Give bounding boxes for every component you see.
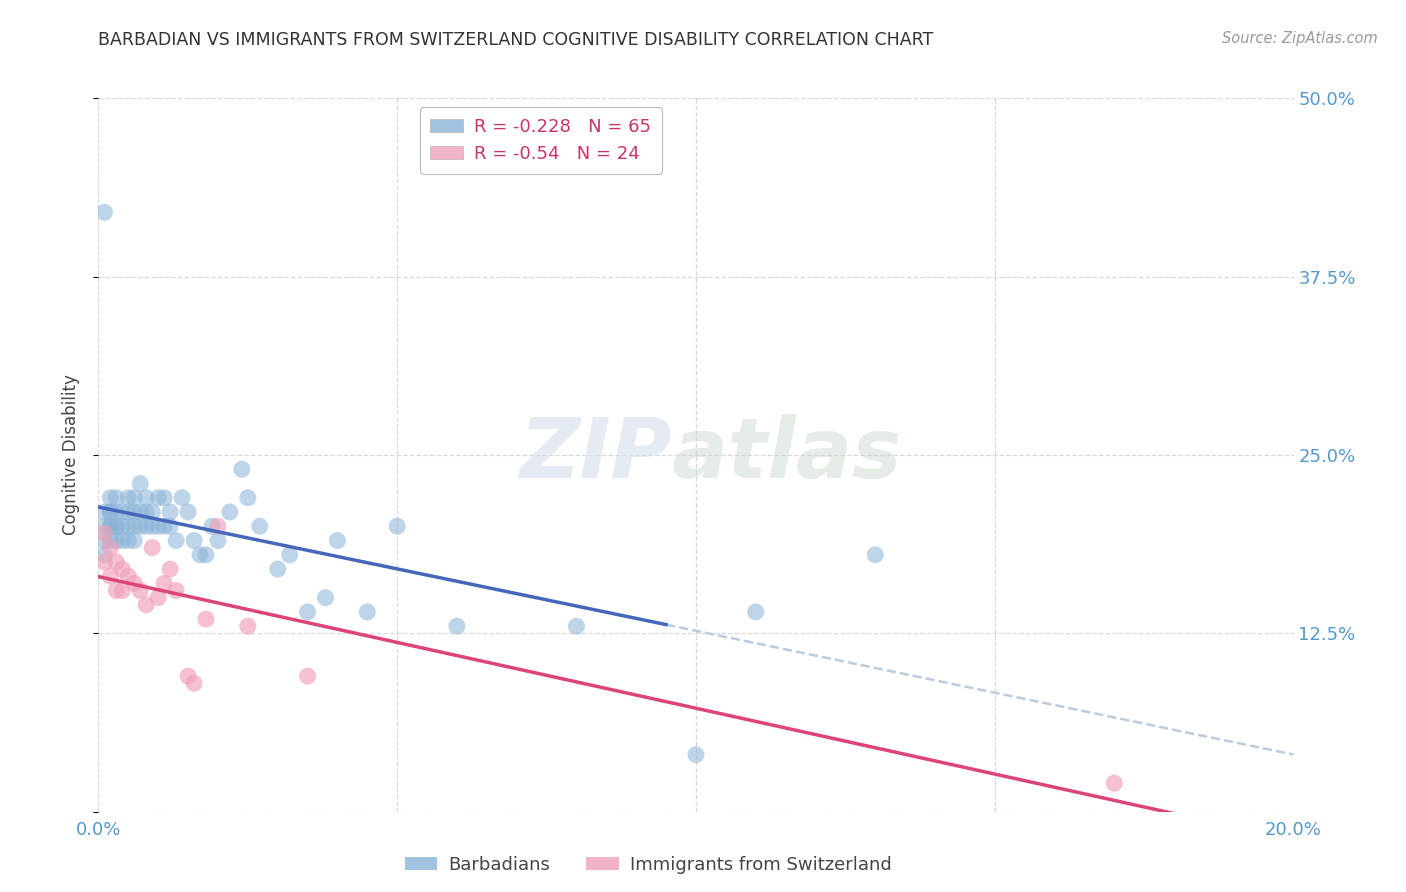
Point xyxy=(100,533,122,548)
Point xyxy=(326,533,349,548)
Point xyxy=(148,491,170,505)
Point xyxy=(105,519,128,533)
Point xyxy=(177,505,200,519)
Point xyxy=(129,505,152,519)
Point xyxy=(165,533,187,548)
Point xyxy=(183,533,205,548)
Point xyxy=(105,491,128,505)
Point xyxy=(111,505,134,519)
Text: BARBADIAN VS IMMIGRANTS FROM SWITZERLAND COGNITIVE DISABILITY CORRELATION CHART: BARBADIAN VS IMMIGRANTS FROM SWITZERLAND… xyxy=(98,31,934,49)
Point xyxy=(165,583,187,598)
Point xyxy=(565,619,588,633)
Point xyxy=(93,555,115,569)
Point xyxy=(141,541,163,555)
Point xyxy=(201,519,224,533)
Point xyxy=(159,562,181,576)
Point xyxy=(105,583,128,598)
Point xyxy=(124,491,146,505)
Point xyxy=(129,519,152,533)
Point xyxy=(183,676,205,690)
Point xyxy=(124,576,146,591)
Point xyxy=(207,533,229,548)
Point xyxy=(153,576,176,591)
Point xyxy=(129,476,152,491)
Point xyxy=(117,505,139,519)
Point xyxy=(105,519,128,533)
Point xyxy=(100,505,122,519)
Point xyxy=(236,491,259,505)
Point xyxy=(685,747,707,762)
Point xyxy=(93,526,115,541)
Point xyxy=(93,519,115,533)
Point xyxy=(159,519,181,533)
Point xyxy=(172,491,194,505)
Point xyxy=(117,491,139,505)
Text: atlas: atlas xyxy=(672,415,903,495)
Point xyxy=(297,669,319,683)
Point xyxy=(207,519,229,533)
Point xyxy=(195,548,218,562)
Text: ZIP: ZIP xyxy=(519,415,672,495)
Point xyxy=(100,491,122,505)
Point xyxy=(1104,776,1126,790)
Point xyxy=(745,605,768,619)
Point xyxy=(111,583,134,598)
Point xyxy=(159,505,181,519)
Point xyxy=(177,669,200,683)
Y-axis label: Cognitive Disability: Cognitive Disability xyxy=(62,375,80,535)
Point xyxy=(93,505,115,519)
Point xyxy=(135,505,157,519)
Point xyxy=(231,462,253,476)
Point xyxy=(124,519,146,533)
Point xyxy=(135,598,157,612)
Point xyxy=(111,519,134,533)
Point xyxy=(356,605,378,619)
Point xyxy=(124,533,146,548)
Point xyxy=(267,562,290,576)
Point xyxy=(100,519,122,533)
Point xyxy=(117,569,139,583)
Point xyxy=(111,533,134,548)
Point xyxy=(141,519,163,533)
Text: Source: ZipAtlas.com: Source: ZipAtlas.com xyxy=(1222,31,1378,46)
Point xyxy=(105,505,128,519)
Point xyxy=(117,519,139,533)
Point xyxy=(148,519,170,533)
Legend: Barbadians, Immigrants from Switzerland: Barbadians, Immigrants from Switzerland xyxy=(398,849,898,881)
Point xyxy=(129,583,152,598)
Point xyxy=(446,619,468,633)
Point xyxy=(124,505,146,519)
Point xyxy=(100,519,122,533)
Point xyxy=(93,548,115,562)
Point xyxy=(111,562,134,576)
Point xyxy=(236,619,259,633)
Point xyxy=(195,612,218,626)
Point xyxy=(100,569,122,583)
Point xyxy=(148,591,170,605)
Point xyxy=(93,533,115,548)
Point xyxy=(100,505,122,519)
Point xyxy=(105,555,128,569)
Point xyxy=(105,533,128,548)
Point xyxy=(141,505,163,519)
Point xyxy=(117,533,139,548)
Point xyxy=(219,505,242,519)
Point xyxy=(865,548,887,562)
Point xyxy=(315,591,337,605)
Point xyxy=(249,519,271,533)
Point xyxy=(153,519,176,533)
Point xyxy=(135,491,157,505)
Point xyxy=(188,548,211,562)
Point xyxy=(297,605,319,619)
Point xyxy=(93,205,115,219)
Point xyxy=(385,519,409,533)
Point xyxy=(135,519,157,533)
Point xyxy=(278,548,301,562)
Point xyxy=(100,541,122,555)
Point xyxy=(153,491,176,505)
